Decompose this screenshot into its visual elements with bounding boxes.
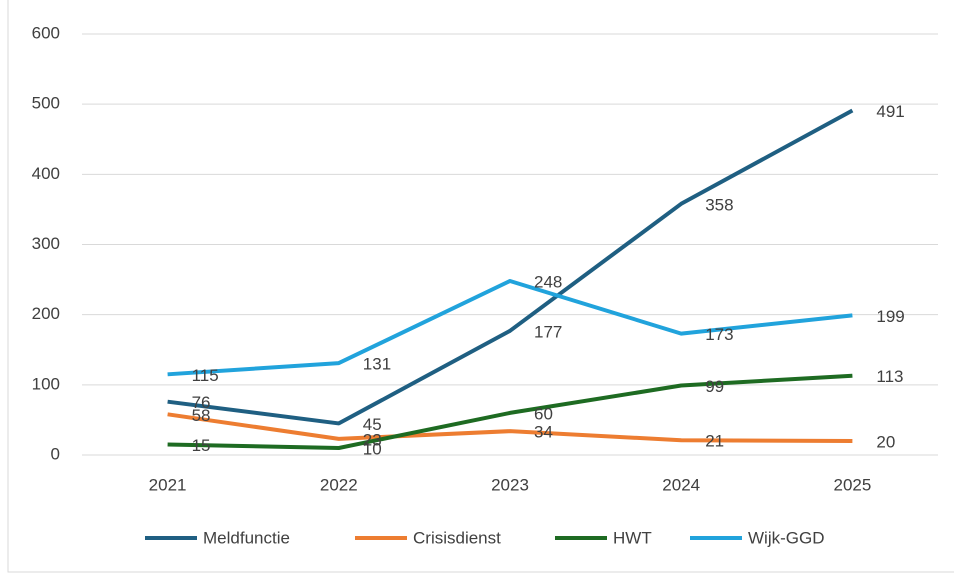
data-label: 173 — [705, 325, 733, 344]
data-label: 76 — [192, 393, 211, 412]
y-tick-label: 300 — [32, 234, 60, 253]
series-line — [167, 108, 854, 426]
x-tick-label: 2024 — [662, 475, 700, 494]
data-label: 248 — [534, 272, 562, 291]
x-tick-label: 2022 — [320, 475, 358, 494]
series-line — [167, 373, 853, 450]
data-label: 177 — [534, 322, 562, 341]
data-label: 99 — [705, 377, 724, 396]
series-line — [167, 412, 853, 443]
data-label: 20 — [876, 432, 895, 451]
data-label: 115 — [192, 366, 219, 385]
y-tick-label: 600 — [32, 23, 60, 42]
data-label: 10 — [363, 439, 382, 458]
data-label: 131 — [363, 355, 391, 374]
y-tick-label: 100 — [32, 374, 60, 393]
data-label: 15 — [192, 436, 211, 455]
data-label: 45 — [363, 415, 382, 434]
y-tick-label: 0 — [51, 444, 60, 463]
data-label: 34 — [534, 423, 553, 442]
data-label: 60 — [534, 404, 553, 423]
y-tick-label: 400 — [32, 164, 60, 183]
legend-label: HWT — [613, 528, 652, 547]
data-label: 199 — [876, 307, 904, 326]
series-line — [167, 278, 853, 377]
chart-border — [7, 0, 954, 573]
y-tick-label: 500 — [32, 94, 60, 113]
legend-label: Wijk-GGD — [748, 528, 824, 547]
y-tick-label: 200 — [32, 304, 60, 323]
legend-label: Crisisdienst — [413, 528, 501, 547]
data-label: 113 — [876, 367, 903, 386]
legend-label: Meldfunctie — [203, 528, 290, 547]
data-label: 491 — [876, 102, 904, 121]
data-label: 358 — [705, 195, 733, 214]
data-label: 23 — [363, 430, 382, 449]
data-label: 58 — [192, 406, 211, 425]
data-label: 21 — [705, 432, 724, 451]
x-tick-label: 2021 — [149, 475, 187, 494]
x-tick-label: 2025 — [833, 475, 871, 494]
x-tick-label: 2023 — [491, 475, 529, 494]
